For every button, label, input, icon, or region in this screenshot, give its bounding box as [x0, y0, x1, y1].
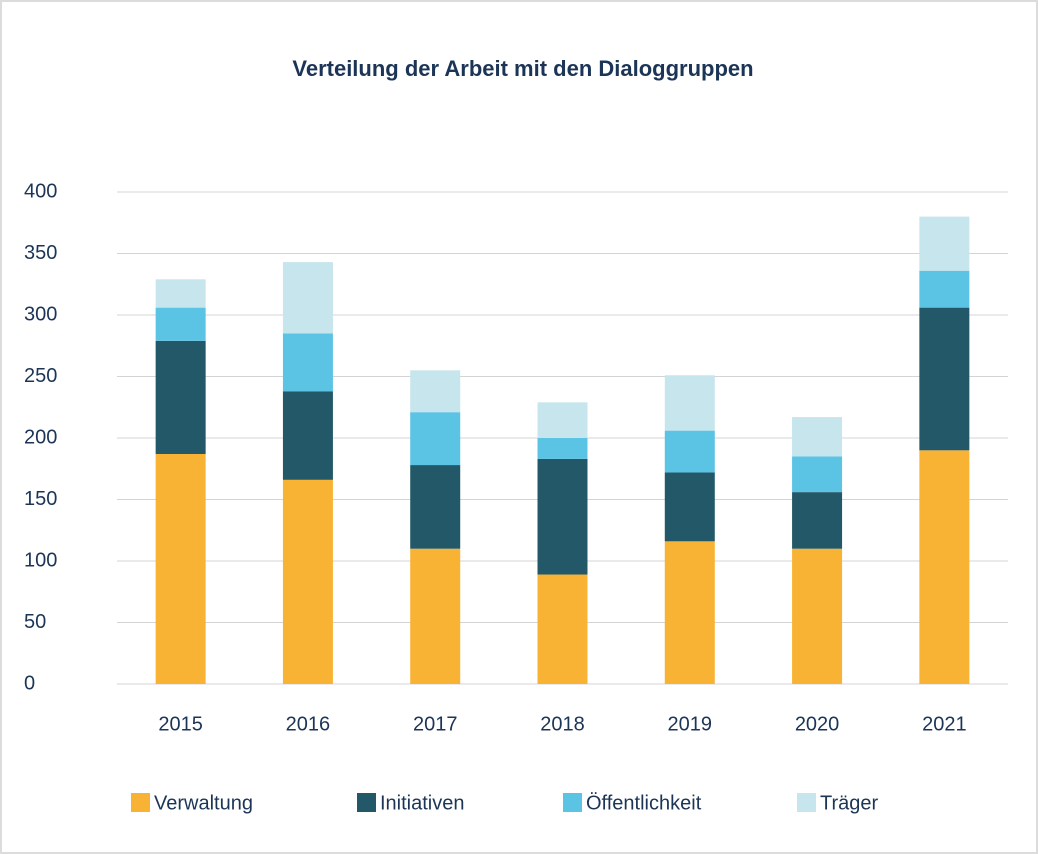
bar-segment [155, 279, 206, 308]
legend-label: Öffentlichkeit [586, 792, 702, 814]
y-tick-label: 100 [24, 549, 57, 571]
bar-segment [664, 472, 715, 542]
y-tick-label: 0 [24, 672, 35, 694]
y-tick-label: 150 [24, 488, 57, 510]
bar-segment [919, 216, 970, 271]
bar-segment [664, 541, 715, 684]
bar-segment [537, 458, 588, 575]
bar-segment [155, 453, 206, 684]
x-tick-label: 2020 [795, 713, 840, 735]
legend-label: Verwaltung [154, 792, 253, 814]
bar-segment [410, 548, 461, 684]
bar-segment [792, 492, 843, 549]
bar-segment [919, 270, 970, 308]
bar-segment [155, 307, 206, 341]
legend-label: Träger [820, 792, 879, 814]
bar-segment [282, 333, 333, 392]
legend-label: Initiativen [380, 792, 465, 814]
y-tick-label: 350 [24, 242, 57, 264]
bar-segment [537, 438, 588, 459]
x-tick-label: 2015 [158, 713, 203, 735]
bar-segment [919, 450, 970, 684]
bar-segment [792, 417, 843, 457]
x-tick-label: 2021 [922, 713, 967, 735]
legend-swatch [563, 793, 582, 812]
legend-swatch [797, 793, 816, 812]
x-tick-label: 2018 [540, 713, 585, 735]
y-tick-label: 400 [24, 180, 57, 202]
bar-segment [282, 262, 333, 334]
bar-segment [792, 456, 843, 493]
bar-segment [410, 465, 461, 549]
bar-segment [919, 307, 970, 451]
bar-segment [282, 479, 333, 684]
bar-segment [537, 402, 588, 438]
bar-segment [410, 370, 461, 413]
x-tick-label: 2019 [668, 713, 713, 735]
y-tick-label: 300 [24, 303, 57, 325]
x-tick-label: 2016 [286, 713, 331, 735]
y-tick-label: 200 [24, 426, 57, 448]
bar-segment [410, 412, 461, 466]
bar-segment [664, 430, 715, 473]
y-tick-label: 250 [24, 365, 57, 387]
x-tick-label: 2017 [413, 713, 458, 735]
bar-segment [792, 548, 843, 684]
y-tick-label: 50 [24, 611, 46, 633]
bar-segment [664, 375, 715, 431]
legend-swatch [131, 793, 150, 812]
chart-title: Verteilung der Arbeit mit den Dialoggrup… [292, 56, 753, 81]
bar-segment [537, 574, 588, 684]
bar-segment [282, 391, 333, 480]
bar-segment [155, 340, 206, 454]
legend-swatch [357, 793, 376, 812]
